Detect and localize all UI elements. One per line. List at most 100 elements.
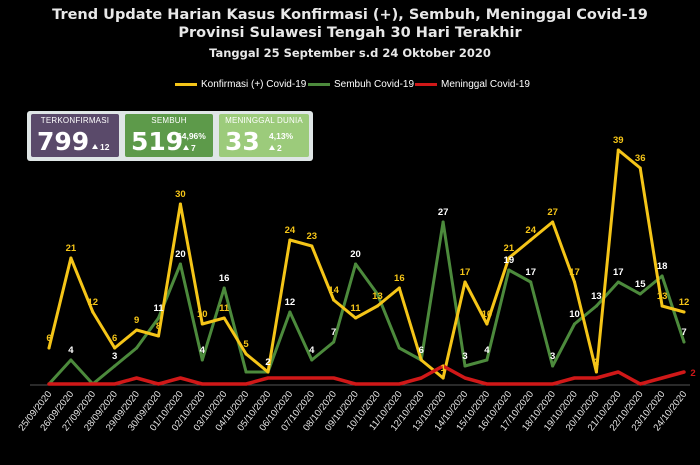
data-label: 3 — [112, 351, 117, 362]
data-point — [69, 256, 73, 260]
data-point — [156, 334, 160, 338]
legend-swatch-deaths — [415, 82, 437, 86]
data-point — [222, 286, 226, 290]
data-point — [638, 382, 642, 386]
stat-recovered-delta: 7 — [191, 143, 196, 153]
legend-label-recovered: Sembuh Covid-19 — [334, 79, 415, 90]
data-label: 2 — [265, 357, 270, 368]
legend-item-deaths: Meninggal Covid-19 — [415, 79, 530, 90]
data-label: 14 — [328, 285, 339, 296]
data-label: 18 — [657, 261, 668, 272]
data-label: 13 — [591, 291, 602, 302]
data-label: 6 — [419, 345, 424, 356]
data-label: 1 — [440, 363, 446, 374]
data-point — [222, 316, 226, 320]
data-point — [310, 358, 314, 362]
data-label: 21 — [504, 243, 515, 254]
data-point — [507, 268, 511, 272]
data-point — [463, 280, 467, 284]
data-label: 17 — [525, 267, 536, 278]
stat-box-deaths: MENINGGAL DUNIA 33 4,13% 2 — [219, 114, 309, 157]
stat-box-confirmed: TERKONFIRMASI 799 12 — [31, 114, 119, 157]
data-point — [419, 376, 423, 380]
data-label: 24 — [525, 225, 536, 236]
data-point — [200, 358, 204, 362]
legend-swatch-recovered — [308, 82, 330, 86]
data-point — [310, 244, 314, 248]
data-label: 9 — [134, 315, 139, 326]
data-label: 21 — [66, 243, 77, 254]
data-point — [529, 280, 533, 284]
increase-arrow-icon — [183, 145, 189, 150]
data-point — [222, 382, 226, 386]
data-point — [310, 376, 314, 380]
data-point — [485, 358, 489, 362]
legend-label-confirmed: Konfirmasi (+) Covid-19 — [201, 79, 307, 90]
data-label: 6 — [112, 333, 117, 344]
data-point — [354, 262, 358, 266]
data-label: 4 — [68, 345, 74, 356]
data-point — [200, 382, 204, 386]
data-point — [69, 358, 73, 362]
data-point — [178, 262, 182, 266]
data-label: 17 — [569, 267, 580, 278]
data-label: 3 — [462, 351, 467, 362]
stat-confirmed-delta-wrap: 12 — [92, 142, 109, 152]
data-label: 11 — [219, 303, 230, 314]
data-point — [573, 376, 577, 380]
data-label: 2 — [594, 357, 599, 368]
data-label: 30 — [175, 189, 186, 200]
data-point — [594, 376, 598, 380]
data-point — [529, 382, 533, 386]
data-point — [441, 220, 445, 224]
legend-swatch-confirmed — [175, 82, 197, 86]
data-label: 4 — [484, 345, 490, 356]
data-point — [507, 382, 511, 386]
data-label: 4 — [309, 345, 315, 356]
data-point — [375, 304, 379, 308]
stat-box-recovered: SEMBUH 519 64,96% 7 — [125, 114, 213, 157]
data-label: 19 — [504, 255, 515, 266]
data-label: 23 — [306, 231, 317, 242]
data-label: 15 — [635, 279, 646, 290]
data-point — [397, 286, 401, 290]
data-point — [463, 376, 467, 380]
data-point — [288, 238, 292, 242]
data-label: 11 — [351, 303, 362, 314]
data-point — [332, 376, 336, 380]
data-point — [441, 376, 445, 380]
data-point — [135, 376, 139, 380]
data-label: 4 — [200, 345, 206, 356]
data-point — [551, 364, 555, 368]
data-label: 10 — [197, 309, 208, 320]
data-point — [638, 292, 642, 296]
stat-deaths-label: MENINGGAL DUNIA — [225, 116, 303, 125]
data-point — [244, 370, 248, 374]
stat-deaths-delta: 2 — [277, 143, 282, 153]
data-label: 17 — [613, 267, 624, 278]
data-point — [332, 298, 336, 302]
data-label: 12 — [88, 297, 99, 308]
data-label: 20 — [175, 249, 186, 260]
data-label: 7 — [681, 327, 686, 338]
data-point — [47, 346, 51, 350]
data-point — [178, 376, 182, 380]
data-label: 16 — [219, 273, 230, 284]
data-point — [288, 310, 292, 314]
data-label: 24 — [285, 225, 296, 236]
data-point — [529, 238, 533, 242]
data-point — [354, 382, 358, 386]
legend-item-confirmed: Konfirmasi (+) Covid-19 — [175, 79, 306, 90]
data-point — [135, 346, 139, 350]
data-point — [288, 376, 292, 380]
legend-label-deaths: Meninggal Covid-19 — [441, 79, 530, 90]
chart-title-block: Trend Update Harian Kasus Konfirmasi (+)… — [0, 6, 700, 61]
chart-legend: Konfirmasi (+) Covid-19 Sembuh Covid-19 … — [0, 79, 700, 95]
data-label: 7 — [331, 327, 336, 338]
stat-recovered-value: 519 — [131, 127, 184, 156]
data-point — [660, 376, 664, 380]
data-point — [375, 382, 379, 386]
data-point — [113, 346, 117, 350]
data-point — [266, 376, 270, 380]
stat-deaths-percent: 4,13% — [269, 131, 294, 141]
